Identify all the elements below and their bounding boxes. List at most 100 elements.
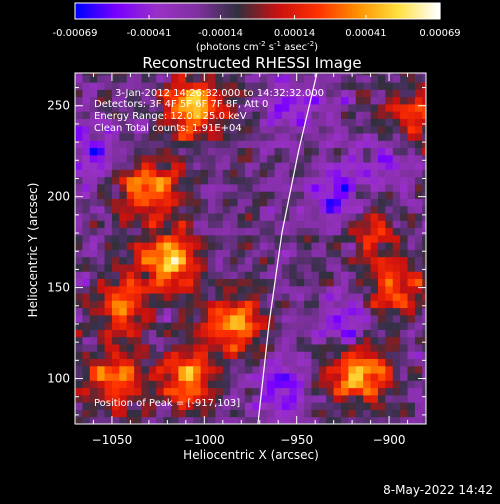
image-pixel bbox=[348, 307, 357, 316]
image-pixel bbox=[414, 351, 423, 360]
image-pixel bbox=[289, 373, 298, 381]
image-pixel bbox=[134, 402, 143, 410]
image-pixel bbox=[370, 103, 379, 112]
image-pixel bbox=[178, 73, 187, 76]
image-pixel bbox=[171, 249, 179, 258]
image-pixel bbox=[163, 191, 172, 199]
colorbar-cell bbox=[330, 3, 335, 19]
image-pixel bbox=[148, 82, 157, 90]
image-pixel bbox=[126, 111, 135, 119]
image-pixel bbox=[304, 103, 312, 112]
image-pixel bbox=[348, 154, 357, 163]
image-pixel bbox=[89, 140, 98, 149]
image-pixel bbox=[215, 82, 224, 90]
image-pixel bbox=[208, 307, 216, 316]
image-pixel bbox=[377, 183, 386, 192]
image-pixel bbox=[326, 242, 335, 250]
image-pixel bbox=[163, 322, 172, 330]
image-pixel bbox=[104, 409, 113, 418]
image-pixel bbox=[111, 213, 120, 221]
image-pixel bbox=[119, 133, 128, 141]
image-pixel bbox=[363, 380, 372, 389]
image-pixel bbox=[178, 220, 187, 229]
image-pixel bbox=[326, 169, 335, 178]
image-pixel bbox=[200, 242, 209, 250]
image-pixel bbox=[89, 358, 98, 367]
image-pixel bbox=[222, 227, 231, 236]
image-pixel bbox=[119, 118, 128, 127]
image-pixel bbox=[318, 314, 327, 323]
image-pixel bbox=[82, 387, 91, 396]
image-pixel bbox=[341, 358, 349, 367]
image-pixel bbox=[97, 205, 106, 214]
colorbar-cell bbox=[132, 3, 137, 19]
image-pixel bbox=[230, 162, 239, 170]
image-pixel bbox=[104, 82, 113, 90]
image-pixel bbox=[163, 220, 172, 229]
colorbar-cell bbox=[421, 3, 426, 19]
image-pixel bbox=[348, 336, 357, 345]
image-pixel bbox=[230, 343, 239, 352]
image-pixel bbox=[377, 300, 386, 309]
image-pixel bbox=[208, 147, 216, 156]
image-pixel bbox=[333, 314, 342, 323]
image-pixel bbox=[82, 183, 91, 192]
image-pixel bbox=[355, 227, 364, 236]
image-pixel bbox=[244, 183, 253, 192]
image-pixel bbox=[148, 416, 157, 424]
image-pixel bbox=[193, 82, 202, 90]
colorbar-cell bbox=[141, 3, 146, 19]
image-pixel bbox=[156, 402, 165, 410]
image-pixel bbox=[89, 365, 98, 374]
image-pixel bbox=[75, 314, 83, 323]
image-pixel bbox=[385, 147, 394, 156]
image-pixel bbox=[185, 213, 194, 221]
image-pixel bbox=[119, 234, 128, 243]
image-pixel bbox=[377, 133, 386, 141]
image-pixel bbox=[119, 198, 128, 207]
image-pixel bbox=[89, 147, 98, 156]
image-pixel bbox=[414, 183, 423, 192]
image-pixel bbox=[222, 387, 231, 396]
image-pixel bbox=[148, 365, 157, 374]
image-pixel bbox=[97, 176, 106, 185]
image-pixel bbox=[296, 263, 305, 272]
image-pixel bbox=[274, 191, 283, 199]
image-pixel bbox=[318, 343, 327, 352]
image-pixel bbox=[97, 118, 106, 127]
image-pixel bbox=[326, 198, 335, 207]
image-pixel bbox=[400, 373, 409, 381]
image-pixel bbox=[148, 96, 157, 105]
image-pixel bbox=[289, 293, 298, 301]
image-pixel bbox=[311, 176, 320, 185]
image-pixel bbox=[274, 118, 283, 127]
image-pixel bbox=[311, 118, 320, 127]
image-pixel bbox=[119, 89, 128, 98]
image-pixel bbox=[326, 133, 335, 141]
colorbar-cell bbox=[306, 3, 310, 19]
image-pixel bbox=[208, 96, 216, 105]
image-pixel bbox=[296, 191, 305, 199]
image-pixel bbox=[377, 271, 386, 279]
image-pixel bbox=[104, 118, 113, 127]
image-pixel bbox=[193, 191, 202, 199]
image-pixel bbox=[363, 322, 372, 330]
image-pixel bbox=[163, 89, 172, 98]
image-pixel bbox=[304, 343, 312, 352]
image-pixel bbox=[215, 387, 224, 396]
image-pixel bbox=[244, 351, 253, 360]
image-pixel bbox=[370, 227, 379, 236]
image-pixel bbox=[326, 322, 335, 330]
image-pixel bbox=[318, 103, 327, 112]
image-pixel bbox=[163, 402, 172, 410]
image-pixel bbox=[400, 278, 409, 287]
image-pixel bbox=[252, 336, 261, 345]
colorbar-cell bbox=[272, 3, 277, 19]
image-pixel bbox=[126, 387, 135, 396]
image-pixel bbox=[126, 133, 135, 141]
image-pixel bbox=[289, 336, 298, 345]
image-pixel bbox=[178, 314, 187, 323]
image-pixel bbox=[363, 140, 372, 149]
image-pixel bbox=[326, 154, 335, 163]
image-pixel bbox=[326, 256, 335, 265]
